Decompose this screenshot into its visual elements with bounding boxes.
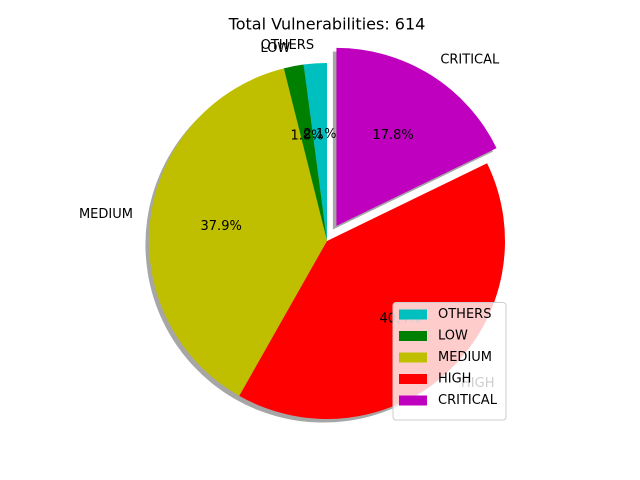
wedge-label: LOW (260, 41, 290, 56)
wedge (149, 68, 327, 396)
wedge (283, 64, 327, 241)
legend-swatch (399, 395, 427, 406)
legend-swatch (399, 331, 427, 341)
legend-swatch (399, 309, 427, 320)
legend-label: OTHERS (438, 307, 491, 322)
pct-label: 1.8% (290, 129, 323, 144)
legend-label: HIGH (438, 372, 471, 387)
wedge-label: OTHERS (261, 38, 314, 53)
pct-label: 17.8% (372, 128, 413, 143)
chart-title: Total Vulnerabilities: 614 (228, 15, 426, 34)
wedge-label: CRITICAL (440, 52, 500, 67)
wedge (336, 47, 497, 226)
wedge (303, 63, 327, 241)
pct-label: 2.1% (303, 127, 336, 142)
pct-label: 37.9% (201, 219, 242, 234)
legend-swatch (399, 352, 427, 363)
legend-swatch (399, 374, 427, 384)
legend-label: CRITICAL (438, 393, 498, 408)
legend-label: LOW (438, 329, 468, 344)
legend-label: MEDIUM (438, 350, 492, 365)
wedge-label: MEDIUM (79, 207, 133, 222)
